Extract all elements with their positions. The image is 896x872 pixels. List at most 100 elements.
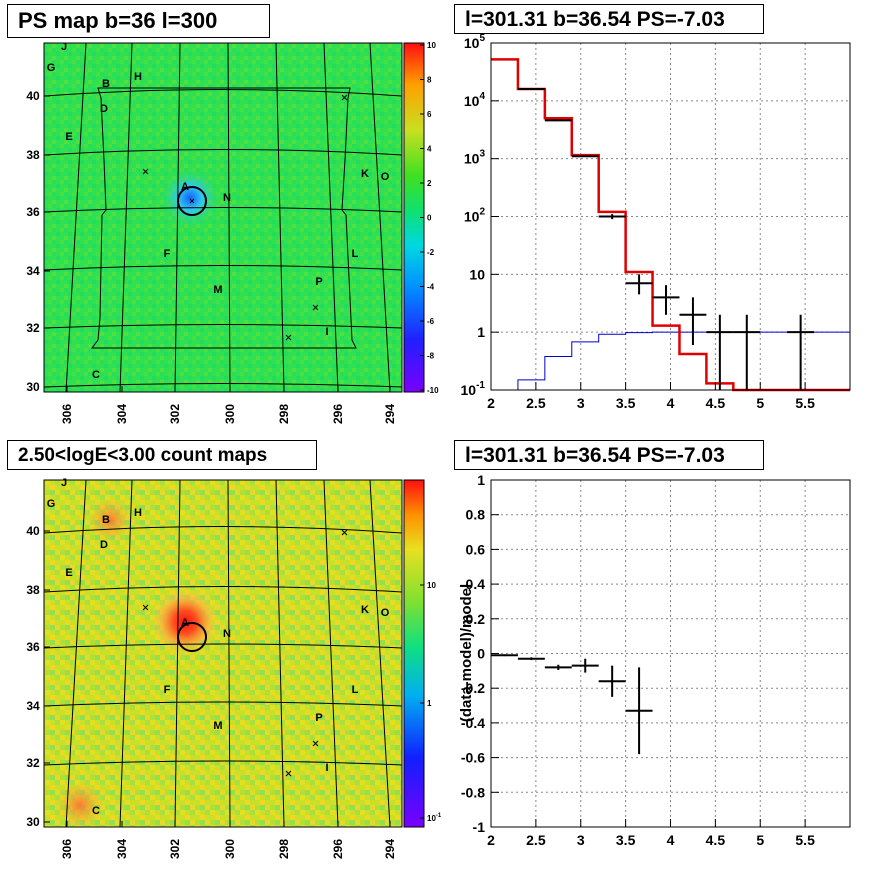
source-label: G — [47, 498, 56, 510]
spectrum-x-ticks: 2 2.5 3 3.5 4 4.5 5 5.5 — [487, 382, 815, 411]
x-tick-label: 294 — [383, 839, 397, 859]
count-map-graticule — [43, 479, 403, 828]
count-map-panel: JG B H D E A N K O F L M P I C 10 1 10-1 306 304 302 300 298… — [26, 477, 442, 859]
ps-map-colorbar-ticks: 10 8 6 4 2 0 -2 -4 -6 -8 -10 — [420, 41, 439, 395]
x-tick-label: 304 — [115, 404, 129, 424]
source-label: O — [381, 171, 390, 183]
residual-grid — [491, 480, 850, 827]
source-label: F — [164, 684, 171, 696]
residual-y-axis-label: (data-model)/model — [458, 584, 475, 722]
residual-x-ticks: 2 2.5 3 3.5 4 4.5 5 5.5 — [487, 819, 815, 848]
ps-map-source-circle — [177, 186, 207, 216]
y-tick-label: 40 — [26, 524, 40, 538]
colorbar-tick-label: 10-1 — [427, 813, 442, 823]
residual-panel: 2 2.5 3 3.5 4 4.5 5 5.5 -1 -0.8 -0.6 -0.4 -0.2 0 0.2 0… — [458, 472, 851, 848]
x-tick-label: 2.5 — [526, 395, 546, 411]
count-map-hot-spot — [151, 588, 219, 656]
y-tick-label: 30 — [26, 380, 40, 394]
ps-map-plot-area — [44, 43, 402, 392]
count-map-frame — [43, 479, 403, 828]
y-tick-label: 0.2 — [466, 611, 486, 627]
y-tick-label: 36 — [26, 640, 40, 654]
y-tick-label: 0.4 — [466, 576, 486, 592]
colorbar-tick-label: -8 — [427, 352, 435, 361]
x-tick-label: 4.5 — [706, 832, 726, 848]
background-model-line — [491, 331, 850, 391]
y-tick-label: 36 — [26, 205, 40, 219]
x-tick-label: 3 — [577, 832, 585, 848]
x-tick-label: 4.5 — [706, 395, 726, 411]
y-tick-exponent: 5 — [479, 33, 485, 44]
source-label: P — [315, 712, 322, 724]
ps-map-source-labels: JG B H D E A N K O F L M P I C — [47, 41, 390, 381]
x-tick-label: 306 — [60, 839, 74, 859]
y-tick-exponent: 2 — [479, 207, 485, 218]
colorbar-tick-label: -10 — [427, 386, 439, 395]
x-tick-label: 300 — [223, 404, 237, 424]
x-tick-label: 5.5 — [795, 395, 815, 411]
y-tick-label: 38 — [26, 583, 40, 597]
ps-map-graticule — [43, 42, 403, 393]
x-tick-label: 300 — [223, 839, 237, 859]
source-label: H — [134, 507, 142, 519]
count-map-x-ticks: 306 304 302 300 298 296 294 — [60, 821, 397, 859]
x-tick-label: 298 — [277, 404, 291, 424]
source-label: J — [61, 41, 67, 53]
source-label: C — [92, 805, 100, 817]
count-map-crosses — [142, 529, 348, 777]
source-label: G — [47, 62, 56, 74]
count-map-colorbar-ticks: 10 1 10-1 — [420, 581, 442, 823]
count-map-source-labels: JG B H D E A N K O F L M P I C — [47, 477, 390, 817]
y-tick-label: 103 — [464, 149, 486, 167]
y-tick-label: -0.6 — [461, 750, 485, 766]
spectrum-panel: 2 2.5 3 3.5 4 4.5 5 5.5 10-1 1 10 102 103 104 105 — [461, 33, 851, 411]
source-label: N — [223, 628, 231, 640]
source-label: D — [100, 539, 108, 551]
y-tick-label: 0.6 — [466, 541, 486, 557]
x-tick-label: 296 — [331, 404, 345, 424]
x-tick-label: 294 — [383, 404, 397, 424]
y-tick-label: 0.8 — [466, 507, 486, 523]
ps-map-roi-outline — [91, 87, 357, 349]
ps-map-title: PS map b=36 l=300 — [7, 4, 270, 38]
y-tick-exponent: 4 — [479, 91, 485, 102]
source-label: I — [325, 762, 328, 774]
y-tick-label: 38 — [26, 148, 40, 162]
source-label: F — [164, 248, 171, 260]
x-tick-label: 302 — [168, 839, 182, 859]
source-label: H — [134, 71, 142, 83]
source-label: C — [92, 369, 100, 381]
x-tick-label: 4 — [667, 832, 675, 848]
y-tick-label: 10-1 — [461, 380, 486, 398]
ps-map-crosses — [142, 94, 348, 341]
colorbar-tick-label: -2 — [427, 248, 435, 257]
residual-y-ticks: -1 -0.8 -0.6 -0.4 -0.2 0 0.2 0.4 0.6 0.8 1 — [461, 472, 499, 835]
count-map-title: 2.50<logE<3.00 count maps — [7, 440, 317, 470]
colorbar-tick-label: 2 — [427, 179, 432, 188]
y-tick-label: 10 — [469, 266, 485, 282]
count-map-colorbar — [403, 479, 425, 828]
x-tick-label: 5 — [756, 395, 764, 411]
ps-map-cold-spot — [160, 168, 220, 228]
source-label: M — [213, 284, 222, 296]
y-tick-label: 1 — [477, 324, 485, 340]
source-label: K — [361, 604, 369, 616]
source-label: J — [61, 477, 67, 489]
colorbar-tick-label: 1 — [427, 699, 432, 708]
source-label: P — [315, 276, 322, 288]
x-tick-label: 304 — [115, 839, 129, 859]
x-tick-label: 3.5 — [616, 832, 636, 848]
y-tick-label: 105 — [464, 33, 486, 51]
spectrum-title: l=301.31 b=36.54 PS=-7.03 — [454, 4, 764, 34]
y-tick-label: -0.8 — [461, 784, 485, 800]
source-label: K — [361, 168, 369, 180]
x-tick-label: 298 — [277, 839, 291, 859]
count-map-y-ticks: 30 32 34 36 38 40 — [26, 524, 50, 829]
x-tick-label: 3 — [577, 395, 585, 411]
y-tick-label: 40 — [26, 89, 40, 103]
source-label: I — [325, 326, 328, 338]
ps-map-frame — [43, 42, 403, 393]
colorbar-tick-label: 0 — [427, 214, 432, 223]
ps-map-x-ticks: 306 304 302 300 298 296 294 — [60, 386, 397, 424]
